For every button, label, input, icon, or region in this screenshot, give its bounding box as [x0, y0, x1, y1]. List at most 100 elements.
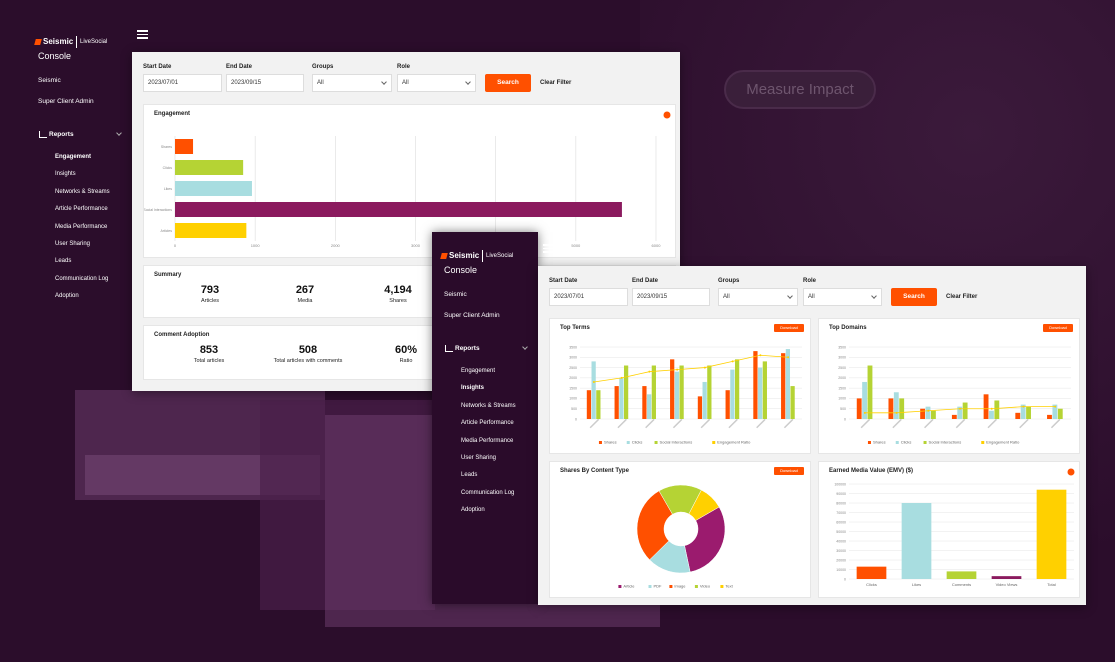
menu-item[interactable]: Engagement: [55, 154, 92, 160]
filter-input[interactable]: All: [397, 74, 476, 92]
x-tick-label: 5000: [571, 243, 581, 248]
menu-item[interactable]: Engagement: [461, 368, 496, 374]
filter-input[interactable]: All: [803, 288, 882, 306]
stat-value: 793: [200, 284, 220, 296]
menu-item[interactable]: Adoption: [461, 507, 485, 514]
logo: Seismic: [449, 251, 480, 260]
x-label-placeholder: [892, 418, 902, 429]
legend-swatch: [720, 585, 724, 588]
bar: [856, 398, 862, 419]
legend-swatch: [669, 585, 673, 588]
nav-item[interactable]: Seismic: [444, 291, 467, 298]
x-label-placeholder: [955, 418, 966, 429]
nav-item[interactable]: Super Client Admin: [38, 98, 94, 105]
reports[interactable]: Reports: [455, 345, 480, 352]
filter-input[interactable]: 2023/09/15: [632, 288, 710, 306]
menu-item[interactable]: Insights: [55, 171, 76, 178]
reports[interactable]: Reports: [49, 131, 74, 138]
bar: [983, 394, 989, 419]
bar: [899, 398, 905, 419]
hamburger-line: [137, 33, 148, 35]
y-tick-label: 3500: [569, 345, 577, 349]
menu-item[interactable]: Communication Log: [55, 275, 109, 282]
menu-item[interactable]: Article Performance: [55, 206, 108, 213]
filter-input[interactable]: 2023/07/01: [143, 74, 222, 92]
stat-label: Shares: [389, 298, 407, 304]
x-tick-label: Likes: [912, 582, 921, 587]
clear-filter[interactable]: Clear Filter: [540, 80, 572, 86]
filter-label: Start Date: [143, 64, 172, 70]
bar: [925, 406, 931, 419]
info-icon: [663, 111, 671, 119]
menu-item[interactable]: Networks & Streams: [461, 402, 516, 409]
menu-item[interactable]: User Sharing: [55, 241, 91, 247]
stat-label: Media: [297, 298, 313, 304]
legend-label: Clicks: [632, 440, 643, 445]
bar: [1015, 412, 1021, 419]
bar: [1057, 408, 1063, 419]
menu-item[interactable]: Article Performance: [461, 420, 514, 427]
stat-value: 853: [199, 344, 219, 356]
y-tick-label: 500: [840, 407, 846, 411]
line-point: [927, 409, 930, 412]
bar: [862, 381, 868, 419]
card: Article PDF Image Video Text Shares By Conten…: [549, 461, 811, 598]
download-button[interactable]: Download: [774, 324, 804, 332]
menu-item[interactable]: Communication Log: [461, 489, 515, 496]
y-tick-label: Social Interactions: [144, 208, 172, 212]
bar: [623, 365, 629, 419]
bar: [962, 402, 968, 419]
legend-swatch: [654, 441, 658, 444]
y-tick-label: Articles: [161, 229, 173, 233]
nav-item[interactable]: Super Client Admin: [444, 312, 500, 319]
download-button[interactable]: Download: [774, 467, 804, 475]
clear-filter[interactable]: Clear Filter: [946, 294, 978, 300]
bar: [1020, 404, 1026, 419]
menu-item[interactable]: Leads: [461, 472, 478, 479]
card: 0100020003000400050006000SharesClicksLik…: [143, 104, 676, 258]
bar: [785, 349, 791, 419]
legend-label: Text: [725, 584, 733, 589]
search-button[interactable]: Search: [485, 74, 531, 92]
chart-svg: 0 500 1000 1500 2000 2500 3000 3500 Shares Clicks…: [569, 345, 802, 445]
x-label-placeholder: [672, 418, 683, 429]
bar: [679, 365, 684, 419]
card-title: Summary: [154, 272, 182, 278]
y-tick-label: Likes: [164, 187, 172, 191]
download-button[interactable]: Download: [1043, 324, 1073, 332]
search-button[interactable]: Search: [891, 288, 937, 306]
filter-label: Groups: [312, 64, 334, 70]
menu-item[interactable]: Media Performance: [461, 437, 514, 444]
filter-input[interactable]: All: [312, 74, 392, 92]
filter-label: Start Date: [549, 278, 578, 284]
filter-input[interactable]: 2023/07/01: [549, 288, 628, 306]
menu-item[interactable]: User Sharing: [461, 455, 497, 461]
menu-item[interactable]: Leads: [55, 258, 72, 265]
bar: [647, 394, 652, 419]
x-label-placeholder: [860, 418, 871, 429]
menu-item[interactable]: Networks & Streams: [55, 188, 110, 195]
legend-label: Engagement Ratio: [717, 440, 751, 445]
y-tick-label: 1500: [838, 386, 846, 390]
logo-icon: [34, 39, 42, 45]
menu-item[interactable]: Adoption: [55, 293, 79, 300]
filter-input[interactable]: 2023/09/15: [226, 74, 304, 92]
info-icon: [1067, 468, 1075, 476]
bar: [175, 181, 252, 196]
bar: [901, 503, 932, 579]
menu-item[interactable]: Media Performance: [55, 223, 108, 230]
line-point: [703, 366, 706, 369]
dropdown-chevron: [787, 293, 793, 299]
x-label-placeholder: [645, 418, 655, 429]
filter-label: Role: [803, 278, 817, 284]
chart-title: Top Terms: [560, 325, 590, 331]
measure-impact-button[interactable]: Measure Impact: [724, 70, 876, 109]
bar: [175, 160, 244, 175]
y-tick-label: 2500: [838, 366, 846, 370]
bar: [920, 408, 926, 419]
menu-item[interactable]: Insights: [461, 385, 485, 392]
stat-value: 4,194: [384, 284, 412, 296]
filter-input[interactable]: All: [718, 288, 798, 306]
y-tick-label: 3000: [838, 356, 846, 360]
nav-item[interactable]: Seismic: [38, 77, 61, 84]
